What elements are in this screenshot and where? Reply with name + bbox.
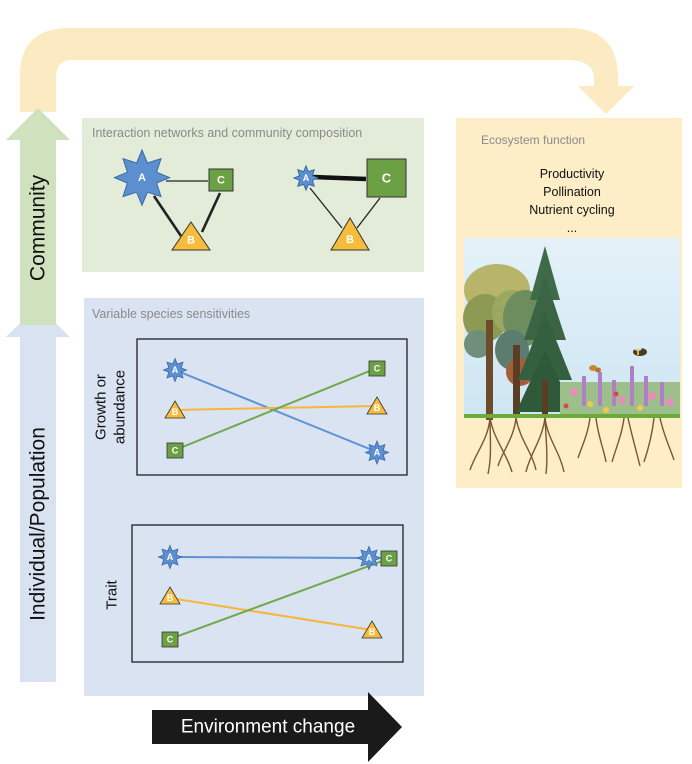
growth-line-c bbox=[174, 367, 378, 451]
function-nutrient-cycling: Nutrient cycling bbox=[529, 203, 614, 217]
edge-b-c bbox=[356, 197, 381, 229]
population-arrow bbox=[6, 306, 70, 682]
species-c-node bbox=[366, 158, 407, 198]
sensitivities-panel-title: Variable species sensitivities bbox=[92, 307, 250, 321]
function-pollination: Pollination bbox=[543, 185, 601, 199]
growth-ylabel-line2: abundance bbox=[112, 370, 129, 444]
species-b-node bbox=[171, 221, 211, 251]
trait-line-a bbox=[169, 556, 370, 559]
species-b-label: B bbox=[346, 234, 354, 246]
species-a-label: A bbox=[303, 173, 310, 183]
species-c-node bbox=[208, 168, 234, 192]
ground-line bbox=[464, 414, 680, 418]
species-b-node bbox=[330, 217, 370, 251]
function-productivity: Productivity bbox=[540, 167, 605, 181]
growth-marker-c-start bbox=[166, 442, 184, 459]
growth-ylabel-line1: Growth or bbox=[93, 374, 110, 440]
edge-a-c bbox=[312, 174, 367, 182]
trait-line-c bbox=[169, 558, 389, 640]
ecosystem-illustration bbox=[463, 238, 680, 476]
population-label: Individual/Population bbox=[27, 427, 50, 621]
growth-marker-b-end bbox=[366, 396, 388, 415]
growth-marker-b-start bbox=[164, 400, 186, 419]
soil bbox=[464, 416, 680, 476]
networks-panel-title: Interaction networks and community compo… bbox=[92, 126, 362, 140]
trait-marker-c-start bbox=[161, 631, 179, 648]
edge-a-b bbox=[309, 187, 343, 229]
function-more: ... bbox=[567, 221, 577, 235]
trait-marker-a-start-label: A bbox=[167, 552, 174, 562]
growth-marker-c-start-label: C bbox=[172, 446, 179, 456]
growth-marker-c-end-label: C bbox=[374, 364, 381, 374]
species-c-label: C bbox=[217, 175, 225, 187]
species-c-label: C bbox=[382, 171, 392, 186]
trait-ylabel: Trait bbox=[104, 579, 121, 609]
species-a-node bbox=[113, 148, 171, 207]
growth-plot: Growth or abundance A B C C B A bbox=[93, 338, 408, 476]
trait-marker-b-start bbox=[159, 586, 181, 605]
growth-marker-a-end-label: A bbox=[374, 448, 381, 458]
trait-marker-b-end bbox=[361, 620, 383, 639]
feedback-arrow bbox=[20, 28, 634, 114]
trait-marker-a-end-label: A bbox=[366, 553, 373, 563]
network-2: A C B bbox=[292, 158, 407, 251]
species-a-node bbox=[292, 164, 320, 192]
trait-marker-a-start bbox=[157, 544, 183, 570]
ecosystem-panel-title: Ecosystem function bbox=[481, 133, 585, 147]
growth-line-a bbox=[174, 369, 378, 453]
roots bbox=[469, 417, 675, 475]
species-a-label: A bbox=[138, 172, 146, 184]
growth-marker-b-end-label: B bbox=[374, 403, 381, 413]
edge-a-b bbox=[152, 195, 183, 237]
trait-marker-b-start-label: B bbox=[167, 593, 174, 603]
growth-marker-c-end bbox=[368, 360, 386, 377]
trait-line-b bbox=[169, 597, 373, 631]
growth-marker-a-start-label: A bbox=[172, 365, 179, 375]
trait-marker-b-end-label: B bbox=[369, 627, 376, 637]
bee-icon bbox=[633, 345, 647, 356]
community-label: Community bbox=[27, 174, 50, 281]
trait-plot-frame bbox=[131, 524, 404, 663]
trait-marker-c-start-label: C bbox=[167, 635, 174, 645]
trait-plot: Trait A B C A C B bbox=[104, 524, 404, 663]
butterfly-icon bbox=[589, 365, 601, 373]
environment-label: Environment change bbox=[181, 717, 355, 738]
conifer-tree bbox=[516, 246, 574, 418]
edge-b-c bbox=[200, 192, 222, 233]
wildflowers bbox=[560, 366, 680, 416]
community-arrow bbox=[6, 108, 70, 325]
trait-marker-c-end-label: C bbox=[386, 554, 393, 564]
network-1: A C B bbox=[113, 148, 234, 251]
growth-marker-b-start-label: B bbox=[172, 407, 179, 417]
trait-marker-c-end bbox=[380, 550, 398, 567]
species-b-label: B bbox=[187, 235, 195, 247]
environment-arrow bbox=[152, 692, 402, 762]
growth-marker-a-end bbox=[364, 439, 390, 466]
growth-marker-a-start bbox=[162, 357, 188, 383]
growth-plot-frame bbox=[136, 338, 408, 476]
trait-marker-a-end bbox=[356, 545, 382, 571]
